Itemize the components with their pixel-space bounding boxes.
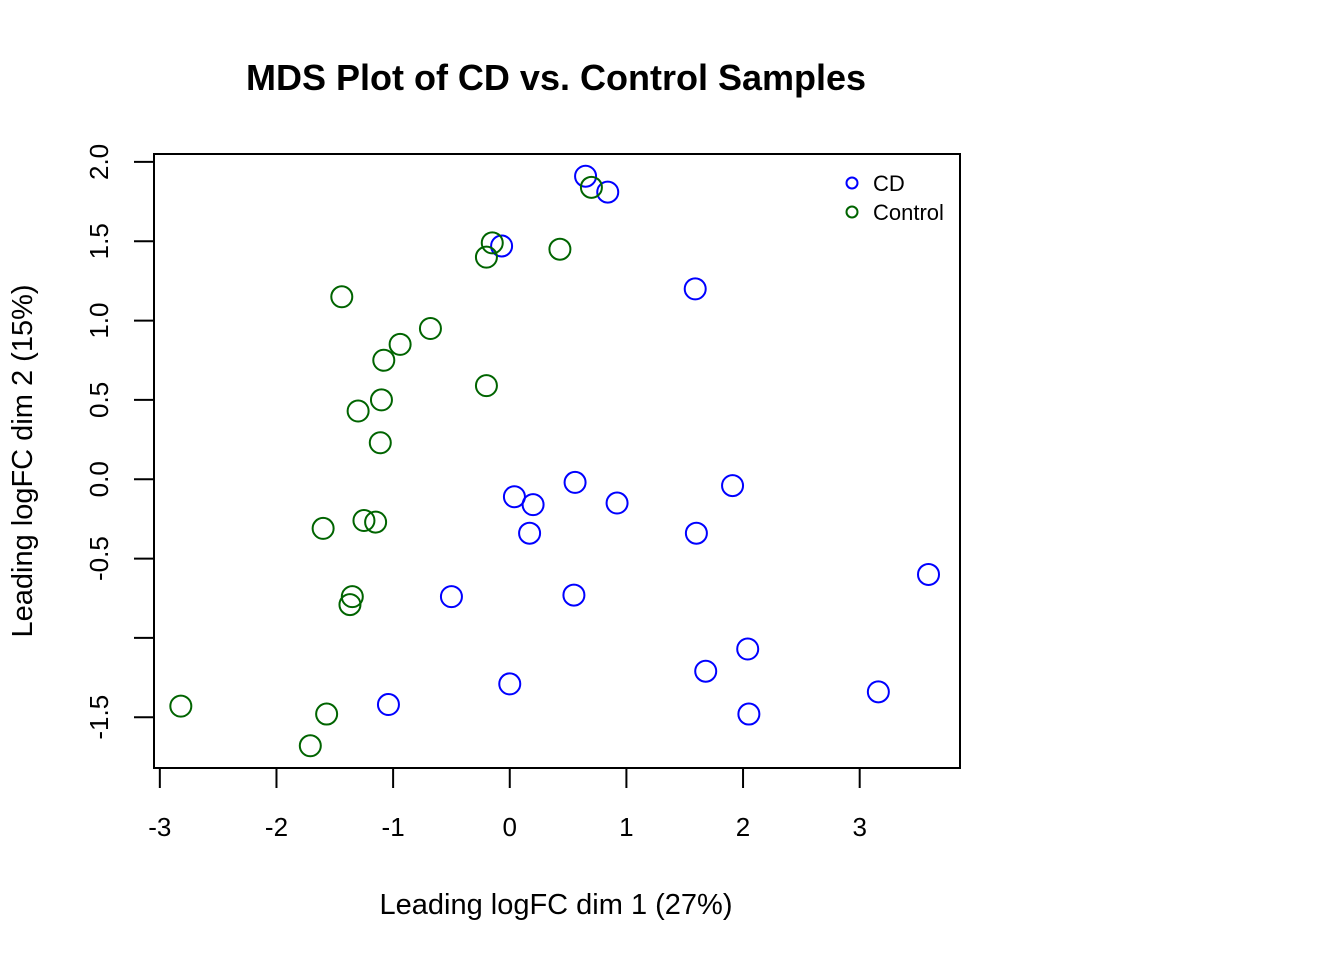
y-axis: -1.5 -0.5 0.0 0.5 1.0 1.5 2.0 (84, 144, 155, 740)
point-control (338, 593, 362, 617)
y-tick-label: -1.5 (84, 695, 114, 740)
point-cd (596, 180, 620, 204)
x-tick-label: 1 (619, 812, 633, 842)
point-cd (521, 493, 545, 517)
plot-frame (153, 153, 961, 769)
point-cd (563, 470, 587, 494)
point-control (298, 734, 322, 758)
y-tick-label: 1.5 (84, 223, 114, 259)
legend: CD Control (845, 171, 944, 225)
point-cd (574, 164, 598, 188)
chart-title: MDS Plot of CD vs. Control Samples (246, 57, 866, 98)
point-control (364, 510, 388, 534)
point-control (315, 702, 339, 726)
point-control (372, 348, 396, 372)
point-cd (498, 672, 522, 696)
legend-marker-control (845, 205, 859, 219)
x-axis: -3 -2 -1 0 1 2 3 (148, 767, 867, 842)
point-cd (917, 562, 941, 586)
point-cd (562, 583, 586, 607)
point-cd (721, 474, 745, 498)
y-tick-label: 2.0 (84, 144, 114, 180)
point-control (388, 332, 412, 356)
x-tick-label: -1 (382, 812, 405, 842)
point-control (548, 237, 572, 261)
x-tick-label: 0 (503, 812, 517, 842)
x-axis-label: Leading logFC dim 1 (27%) (379, 889, 732, 921)
point-cd (737, 702, 761, 726)
point-control (352, 508, 376, 532)
y-axis-label: Leading logFC dim 2 (15%) (7, 284, 39, 637)
y-tick-label: 1.0 (84, 303, 114, 339)
point-cd (736, 637, 760, 661)
y-tick-label: 0.5 (84, 382, 114, 418)
x-tick-label: 2 (736, 812, 750, 842)
point-cd (684, 521, 708, 545)
data-points (169, 164, 941, 758)
point-control (579, 175, 603, 199)
point-control (368, 431, 392, 455)
point-control (418, 317, 442, 341)
point-cd (518, 521, 542, 545)
point-cd (605, 491, 629, 515)
point-control (330, 285, 354, 309)
point-cd (683, 277, 707, 301)
point-cd (866, 680, 890, 704)
legend-label-cd: CD (873, 171, 905, 196)
point-control (474, 245, 498, 269)
legend-marker-cd (845, 176, 859, 190)
point-control (474, 374, 498, 398)
x-tick-label: -2 (265, 812, 288, 842)
point-cd (376, 693, 400, 717)
y-tick-label: -0.5 (84, 536, 114, 581)
point-cd (439, 585, 463, 609)
point-cd (694, 659, 718, 683)
legend-label-control: Control (873, 200, 944, 225)
point-control (369, 388, 393, 412)
point-control (311, 516, 335, 540)
x-tick-label: -3 (148, 812, 171, 842)
point-control (169, 694, 193, 718)
x-tick-label: 3 (852, 812, 866, 842)
y-tick-label: 0.0 (84, 461, 114, 497)
point-control (346, 399, 370, 423)
point-control (480, 231, 504, 255)
point-cd (490, 234, 514, 258)
